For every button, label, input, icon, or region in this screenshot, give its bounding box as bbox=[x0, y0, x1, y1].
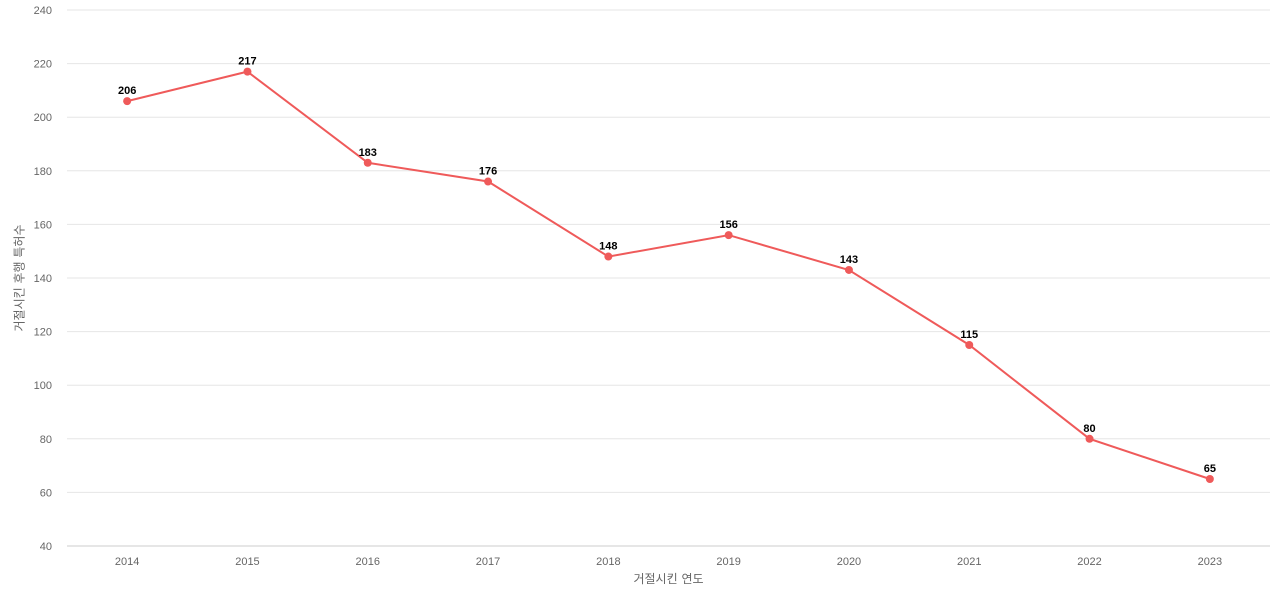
y-tick-label: 80 bbox=[40, 434, 52, 446]
y-tick-label: 120 bbox=[34, 327, 52, 339]
data-label: 115 bbox=[960, 329, 978, 341]
data-point bbox=[965, 341, 974, 349]
x-tick-label: 2018 bbox=[596, 556, 620, 568]
y-axis-title: 거절시킨 후행 특허수 bbox=[12, 225, 27, 332]
y-tick-label: 160 bbox=[34, 219, 52, 231]
x-tick-label: 2019 bbox=[716, 556, 740, 568]
data-point bbox=[724, 231, 733, 240]
data-labels: 206 217 183 176 148 156 143 115 80 65 bbox=[118, 56, 1216, 475]
data-points bbox=[123, 67, 1214, 483]
data-label: 148 bbox=[599, 241, 617, 253]
grid-layer bbox=[67, 9, 1270, 493]
data-point bbox=[363, 158, 372, 167]
data-point bbox=[243, 67, 252, 76]
y-tick-label: 180 bbox=[34, 166, 52, 178]
y-tick-label: 220 bbox=[34, 59, 52, 71]
data-point bbox=[1085, 434, 1094, 443]
x-tick-label: 2017 bbox=[476, 556, 500, 568]
data-point bbox=[604, 252, 613, 261]
data-label: 65 bbox=[1204, 463, 1216, 475]
data-label: 156 bbox=[719, 219, 737, 231]
y-tick-label: 200 bbox=[34, 112, 52, 124]
series-line bbox=[126, 70, 1211, 480]
x-tick-label: 2022 bbox=[1077, 556, 1101, 568]
x-axis-title: 거절시킨 연도 bbox=[633, 572, 703, 586]
data-label: 80 bbox=[1083, 423, 1095, 435]
data-point bbox=[844, 265, 853, 274]
data-label: 217 bbox=[238, 56, 256, 68]
y-tick-label: 100 bbox=[34, 380, 52, 392]
y-tick-label: 140 bbox=[34, 273, 52, 285]
y-tick-label: 240 bbox=[34, 5, 52, 17]
y-tick-label: 60 bbox=[40, 487, 52, 499]
data-point bbox=[484, 177, 493, 186]
data-point bbox=[1205, 475, 1214, 483]
x-tick-label: 2015 bbox=[235, 556, 259, 568]
x-tick-label: 2016 bbox=[356, 556, 380, 568]
data-label: 143 bbox=[840, 254, 858, 266]
data-label: 183 bbox=[359, 147, 377, 159]
y-tick-label: 40 bbox=[40, 541, 52, 553]
x-tick-label: 2020 bbox=[837, 556, 861, 568]
x-tick-label: 2014 bbox=[115, 556, 139, 568]
x-tick-label: 2021 bbox=[957, 556, 981, 568]
data-point bbox=[123, 97, 132, 106]
x-axis-ticks: 2014 2015 2016 2017 2018 2019 2020 2021 2022 2023 bbox=[115, 556, 1222, 568]
data-label: 206 bbox=[118, 85, 136, 97]
x-tick-label: 2023 bbox=[1198, 556, 1222, 568]
data-label: 176 bbox=[479, 166, 497, 178]
y-axis-ticks: 40 60 80 100 120 140 160 180 200 220 240 bbox=[34, 5, 52, 553]
